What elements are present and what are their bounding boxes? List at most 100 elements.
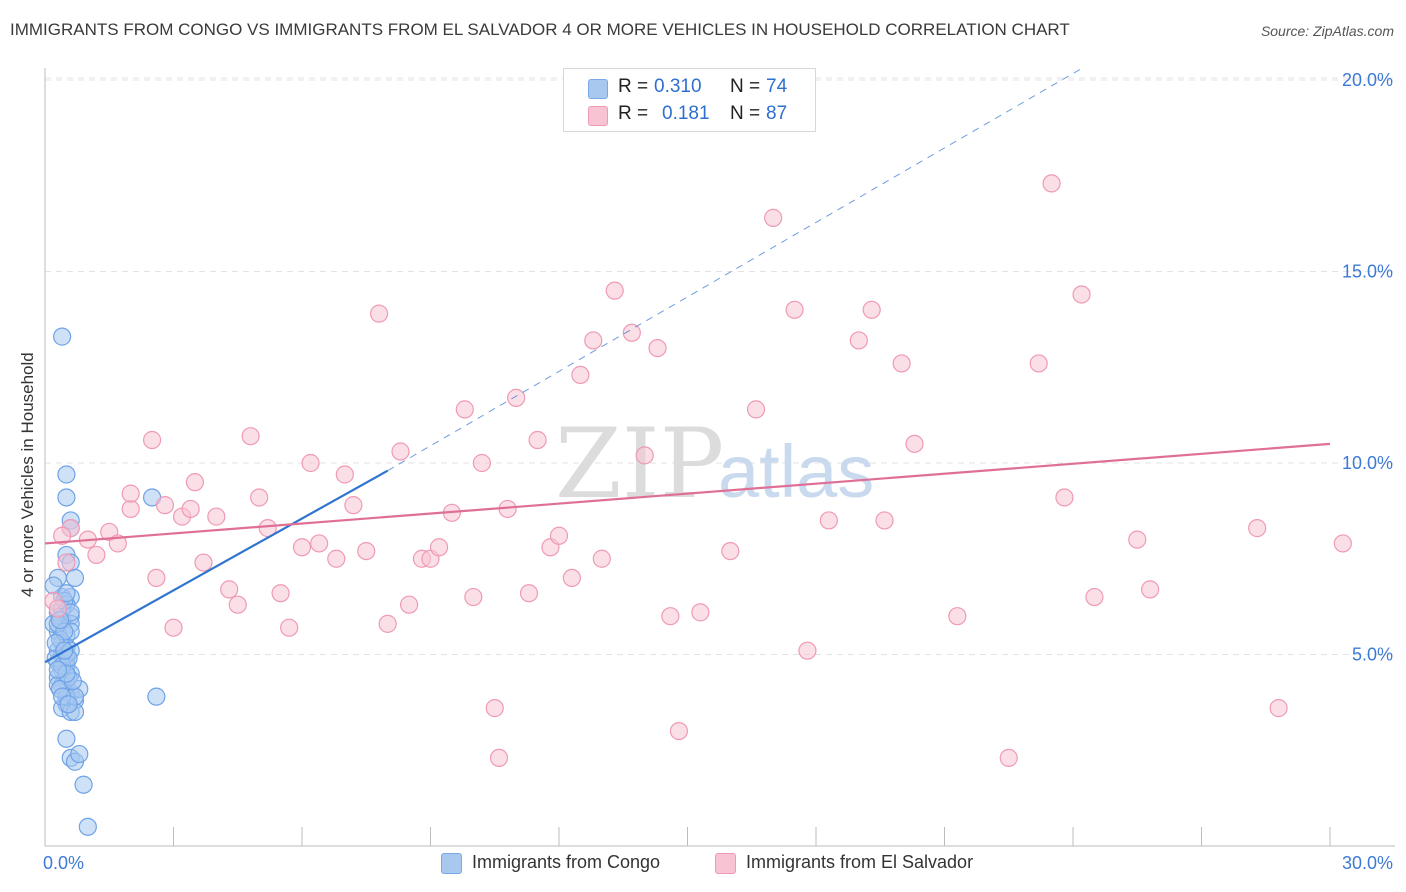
data-point (378, 614, 397, 633)
data-point (207, 507, 226, 526)
data-point (562, 568, 581, 588)
data-point (819, 511, 838, 530)
data-point (142, 430, 162, 450)
data-point (65, 568, 85, 588)
data-point (220, 580, 239, 599)
source-label: Source: ZipAtlas.com (1260, 23, 1394, 39)
data-point (849, 331, 868, 350)
data-point (241, 427, 260, 446)
data-point (549, 526, 569, 545)
data-point (669, 721, 689, 741)
data-point (905, 434, 924, 453)
data-point (691, 603, 710, 622)
data-point (862, 300, 881, 319)
data-point (271, 584, 290, 603)
data-point (87, 545, 106, 565)
data-point (155, 496, 175, 515)
data-point (746, 400, 766, 419)
x-tick-label: 0.0% (43, 853, 84, 873)
bottom-legend-swatch-el-salvador (715, 853, 736, 874)
data-point (875, 511, 894, 530)
data-point (721, 541, 740, 561)
data-point (948, 607, 967, 626)
data-point (661, 607, 680, 626)
trend-line-el-salvador (44, 442, 1331, 545)
legend-r-value: 0.181 (662, 103, 710, 124)
legend-n-value: 87 (766, 103, 788, 124)
data-point (250, 488, 269, 507)
watermark-atlas: atlas (718, 430, 874, 513)
data-point (1042, 174, 1061, 193)
data-point (370, 304, 389, 323)
data-point (399, 595, 419, 614)
data-point (57, 729, 76, 748)
data-point (147, 687, 166, 706)
legend-r-value: 0.310 (654, 76, 702, 97)
data-point (53, 526, 72, 545)
legend-n-label: N = (730, 76, 761, 97)
data-point (181, 499, 200, 519)
data-point (584, 331, 603, 350)
data-point (464, 587, 483, 607)
data-point (57, 553, 76, 572)
legend-n-value: 74 (766, 76, 788, 97)
correlation-legend: R = 0.310 N = 74 R = 0.181 N = 87 (563, 68, 816, 132)
chart-title: IMMIGRANTS FROM CONGO VS IMMIGRANTS FROM… (10, 20, 1070, 39)
data-point (592, 549, 611, 568)
gridlines (45, 77, 1395, 655)
data-point (1055, 488, 1074, 507)
bottom-legend-label-congo: Immigrants from Congo (472, 852, 661, 872)
data-point (472, 453, 491, 473)
data-point (764, 208, 783, 227)
series-el-salvador-points (44, 174, 1352, 768)
data-point (57, 465, 76, 484)
data-point (280, 618, 299, 637)
data-point (507, 388, 526, 407)
data-point (1269, 699, 1288, 718)
data-point (1029, 354, 1048, 373)
axes (44, 68, 1395, 847)
data-point (1140, 580, 1160, 599)
data-point (74, 775, 93, 794)
data-point (571, 365, 590, 385)
data-point (335, 465, 354, 484)
tick-labels: 5.0% 10.0% 15.0% 20.0% 0.0% 30.0% (43, 70, 1393, 873)
x-tick-label: 30.0% (1342, 853, 1393, 873)
data-point (70, 744, 89, 764)
data-point (605, 281, 624, 300)
trend-line-congo (44, 469, 389, 664)
data-point (57, 488, 76, 507)
trend-line-congo-extension (387, 68, 1082, 472)
data-point (164, 618, 183, 637)
data-point (357, 541, 376, 561)
data-point (519, 584, 539, 603)
data-point (1248, 519, 1267, 538)
watermark-zip: ZIP (555, 408, 724, 520)
data-point (48, 599, 67, 618)
data-point (48, 660, 67, 679)
data-point (528, 430, 547, 450)
data-point (59, 695, 78, 714)
data-point (892, 354, 911, 373)
data-point (635, 446, 654, 465)
data-point (485, 699, 504, 718)
data-point (292, 538, 312, 557)
data-point (121, 484, 140, 503)
legend-r-label: R = (618, 103, 649, 124)
series-congo-points (44, 327, 166, 836)
data-point (310, 534, 329, 553)
data-point (798, 641, 817, 660)
data-point (1085, 587, 1104, 607)
y-tick-label: 10.0% (1342, 453, 1393, 473)
data-point (185, 473, 205, 492)
data-point (53, 327, 72, 346)
legend-swatch-el-salvador (588, 106, 608, 126)
data-point (301, 453, 320, 473)
y-tick-label: 5.0% (1352, 645, 1393, 665)
data-point (344, 496, 363, 515)
data-point (648, 339, 667, 358)
y-tick-label: 15.0% (1342, 262, 1393, 282)
data-point (1128, 530, 1147, 549)
data-point (228, 595, 247, 614)
legend-r-label: R = (618, 76, 649, 97)
